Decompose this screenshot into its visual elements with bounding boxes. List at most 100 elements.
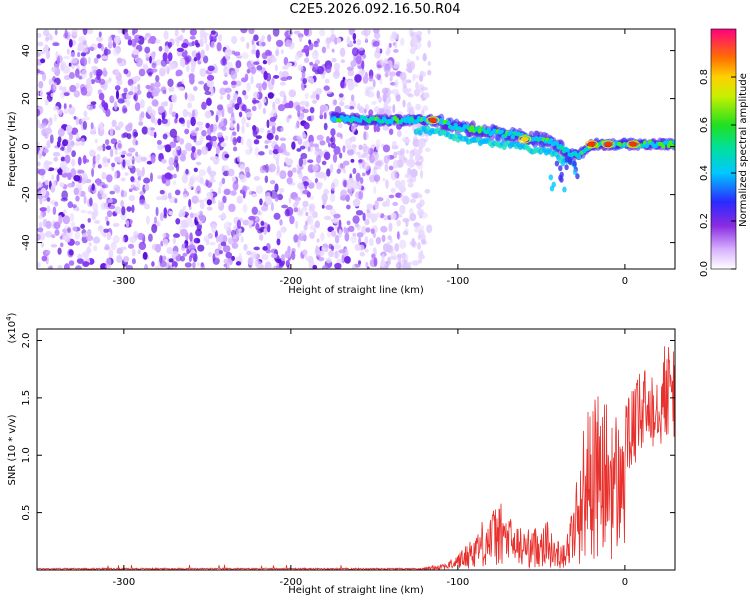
noise-blob — [191, 195, 199, 204]
noise-blob — [406, 79, 412, 84]
noise-blob — [195, 175, 203, 183]
noise-blob — [50, 93, 54, 98]
noise-blob — [49, 134, 54, 144]
noise-blob — [116, 57, 123, 64]
noise-blob — [231, 131, 237, 136]
noise-blob — [358, 190, 364, 200]
noise-blob — [372, 40, 380, 47]
noise-blob — [67, 227, 71, 233]
noise-blob — [269, 116, 276, 123]
noise-blob — [262, 59, 268, 65]
noise-blob — [151, 68, 158, 73]
noise-blob — [63, 263, 70, 269]
noise-blob — [163, 207, 168, 216]
noise-blob — [276, 230, 282, 239]
noise-blob — [39, 89, 43, 98]
noise-blob — [279, 170, 287, 180]
noise-blob — [409, 213, 417, 222]
noise-blob — [235, 60, 242, 69]
noise-blob — [40, 122, 48, 129]
noise-blob — [228, 203, 236, 213]
noise-blob — [262, 81, 267, 91]
noise-blob — [231, 50, 236, 55]
noise-blob — [145, 215, 150, 225]
noise-blob — [102, 67, 107, 77]
noise-blob — [220, 241, 227, 247]
noise-blob — [326, 230, 332, 238]
noise-blob — [175, 113, 179, 120]
noise-blob — [190, 129, 198, 136]
noise-blob — [424, 147, 431, 152]
noise-blob — [162, 238, 169, 247]
noise-blob — [413, 222, 421, 227]
noise-blob — [39, 70, 44, 75]
noise-blob — [394, 79, 399, 88]
noise-blob — [407, 158, 416, 168]
noise-blob — [234, 94, 238, 99]
noise-blob — [58, 214, 63, 225]
noise-blob — [94, 138, 98, 144]
noise-blob — [58, 86, 63, 91]
noise-blob — [149, 82, 155, 92]
noise-blob — [44, 179, 49, 186]
snr-frame — [36, 328, 676, 571]
noise-blob — [323, 151, 331, 161]
noise-blob — [132, 128, 138, 139]
noise-blob — [202, 32, 209, 37]
noise-blob — [166, 246, 174, 255]
noise-blob — [184, 92, 188, 100]
noise-blob — [365, 227, 371, 233]
noise-blob — [316, 38, 320, 44]
noise-blob — [40, 241, 44, 248]
noise-blob — [406, 62, 412, 68]
noise-blob — [138, 241, 147, 251]
noise-blob — [352, 198, 361, 207]
noise-blob — [312, 163, 319, 172]
noise-blob — [372, 79, 376, 88]
noise-blob — [421, 237, 426, 245]
noise-blob — [290, 251, 296, 261]
noise-blob — [388, 165, 394, 171]
noise-blob — [205, 43, 210, 52]
noise-blob — [52, 180, 57, 189]
noise-blob — [308, 39, 312, 45]
y-tick-label: -20 — [21, 186, 32, 202]
noise-blob — [224, 135, 229, 141]
noise-blob — [323, 112, 327, 120]
noise-blob — [405, 149, 409, 154]
noise-blob — [420, 71, 426, 77]
noise-blob — [254, 146, 259, 157]
noise-blob — [120, 200, 124, 208]
noise-blob — [168, 156, 175, 167]
noise-blob — [274, 183, 279, 193]
noise-blob — [352, 167, 357, 175]
noise-blob — [243, 243, 248, 251]
noise-blob — [99, 187, 105, 195]
snr-plot-area — [37, 329, 675, 570]
noise-blob — [172, 237, 176, 245]
signal-core — [670, 143, 675, 149]
noise-blob — [92, 245, 98, 252]
noise-blob — [280, 254, 286, 262]
noise-blob — [228, 238, 234, 245]
noise-blob — [108, 35, 113, 45]
noise-blob — [374, 200, 379, 210]
noise-blob — [382, 177, 386, 182]
noise-blob — [116, 78, 123, 86]
noise-blob — [170, 63, 176, 70]
noise-blob — [45, 33, 53, 41]
noise-blob — [218, 250, 223, 255]
signal-core — [576, 154, 581, 160]
x-tick-label: 0 — [622, 276, 628, 287]
signal-tail — [558, 165, 563, 172]
noise-blob — [163, 213, 168, 219]
noise-blob — [242, 219, 250, 226]
noise-blob — [171, 93, 178, 103]
noise-blob — [265, 195, 273, 206]
noise-blob — [265, 249, 271, 254]
noise-blob — [361, 172, 366, 177]
noise-blob — [400, 37, 405, 46]
noise-blob — [257, 100, 262, 110]
noise-blob — [113, 101, 118, 111]
noise-blob — [159, 260, 167, 268]
